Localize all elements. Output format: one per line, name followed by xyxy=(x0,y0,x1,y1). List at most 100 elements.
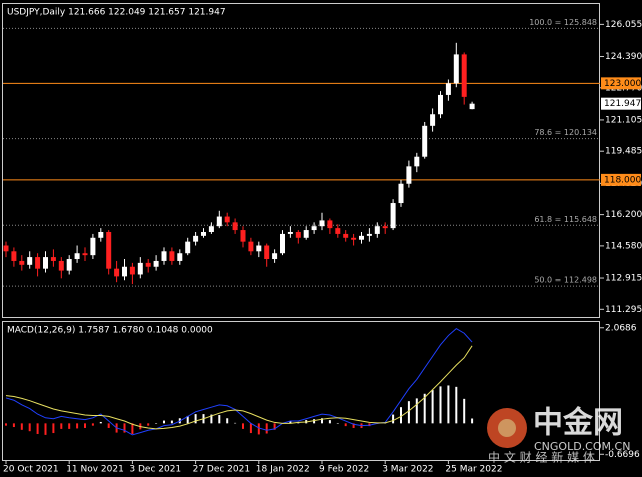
candle-body xyxy=(390,203,396,229)
candle-body xyxy=(461,54,467,97)
histogram-bar xyxy=(273,423,276,430)
histogram-bar xyxy=(328,420,331,424)
candle-body xyxy=(11,251,17,261)
macd-frame xyxy=(2,321,600,461)
price-level-label: 118.000 xyxy=(604,175,641,185)
candle-body xyxy=(469,103,475,110)
fib-label: 61.8 = 115.648 xyxy=(534,215,597,224)
histogram-bar xyxy=(415,398,418,424)
candle-body xyxy=(90,237,96,256)
candle-body xyxy=(240,230,246,242)
candle-body xyxy=(43,257,48,269)
histogram-bar xyxy=(91,423,94,426)
candle-body xyxy=(335,228,341,234)
candle-body xyxy=(74,253,80,260)
x-tick-label: 11 Nov 2021 xyxy=(66,465,124,475)
histogram-bar xyxy=(400,407,402,424)
y-tick-label: 112.915 xyxy=(605,274,642,284)
histogram-bar xyxy=(471,418,474,424)
histogram-bar xyxy=(84,423,86,428)
histogram-bar xyxy=(147,423,150,426)
y-tick-label: 119.485 xyxy=(605,147,642,157)
candle-body xyxy=(311,226,317,231)
candle-body xyxy=(98,231,104,238)
histogram-bar xyxy=(155,423,158,424)
y-tick-label: -0.6696 xyxy=(605,450,640,460)
candle-body xyxy=(295,231,301,238)
x-tick-label: 25 Mar 2022 xyxy=(445,465,502,475)
histogram-bar xyxy=(123,423,126,433)
candle-body xyxy=(406,166,412,184)
histogram-bar xyxy=(336,423,339,424)
candle-body xyxy=(27,257,33,265)
histogram-bar xyxy=(439,386,442,424)
price-level-tag xyxy=(601,173,641,186)
histogram-bar xyxy=(289,421,292,424)
histogram-bar xyxy=(5,423,7,426)
histogram-bar xyxy=(431,390,434,424)
histogram-bar xyxy=(99,421,102,424)
candle-body xyxy=(50,257,56,261)
y-tick-label: 2.0686 xyxy=(605,323,637,333)
candle-body xyxy=(343,233,349,238)
histogram-bar xyxy=(36,423,39,434)
histogram-bar xyxy=(463,398,466,424)
histogram-bar xyxy=(186,415,189,424)
candle-body xyxy=(366,233,372,236)
histogram-bar xyxy=(313,419,316,424)
candle-body xyxy=(161,251,167,261)
candle-body xyxy=(445,83,451,95)
histogram-bar xyxy=(455,386,458,424)
price-frame xyxy=(2,3,600,318)
candle-body xyxy=(19,260,25,265)
candle-body xyxy=(122,266,127,277)
histogram-bar xyxy=(131,423,134,434)
histogram-bar xyxy=(249,423,252,434)
candle-body xyxy=(82,253,88,256)
candle-body xyxy=(3,245,9,252)
current-price-label: 121.947 xyxy=(604,99,641,109)
candle-body xyxy=(208,226,214,232)
x-tick-label: 20 Oct 2021 xyxy=(3,465,59,475)
histogram-bar xyxy=(210,414,213,424)
candle-body xyxy=(351,237,357,240)
current-price-tag xyxy=(601,97,641,110)
histogram-bar xyxy=(107,423,110,428)
y-tick-label: 121.105 xyxy=(605,115,642,125)
histogram-bar xyxy=(423,393,426,424)
candle-body xyxy=(248,241,254,252)
histogram-bar xyxy=(52,423,55,434)
price-level-label: 123.000 xyxy=(604,79,641,89)
histogram-bar xyxy=(257,423,260,435)
fib-label: 100.0 = 125.848 xyxy=(529,18,597,27)
x-tick-label: 27 Dec 2021 xyxy=(193,465,251,475)
histogram-bar xyxy=(392,414,395,424)
fib-label: 50.0 = 112.498 xyxy=(534,276,597,285)
histogram-bar xyxy=(12,423,15,428)
price-level-tag xyxy=(601,77,641,90)
histogram-bar xyxy=(194,414,197,424)
histogram-bar xyxy=(170,420,173,424)
price-title: USDJPY,Daily 121.666 122.049 121.657 121… xyxy=(7,8,226,18)
candle-body xyxy=(303,230,309,238)
watermark-site: CNGOLD.COM.CN xyxy=(534,440,630,453)
candle-body xyxy=(145,262,151,267)
candle-body xyxy=(216,216,222,227)
candle-body xyxy=(359,235,364,240)
candle-body xyxy=(430,114,436,126)
fib-label: 78.6 = 120.134 xyxy=(534,128,597,137)
candle-body xyxy=(374,226,380,234)
candle-body xyxy=(264,245,270,260)
candle-body xyxy=(327,220,333,229)
candle-body xyxy=(114,268,120,277)
macd-title: MACD(12,26,9) 1.7587 1.6780 0.1048 0.000… xyxy=(7,326,213,336)
candle-body xyxy=(453,54,459,84)
candle-body xyxy=(256,245,262,252)
histogram-bar xyxy=(20,423,23,430)
candle-body xyxy=(137,262,143,275)
candle-body xyxy=(129,266,135,275)
candle-body xyxy=(319,220,325,227)
logo-inner xyxy=(498,419,516,437)
candle-body xyxy=(66,259,72,271)
